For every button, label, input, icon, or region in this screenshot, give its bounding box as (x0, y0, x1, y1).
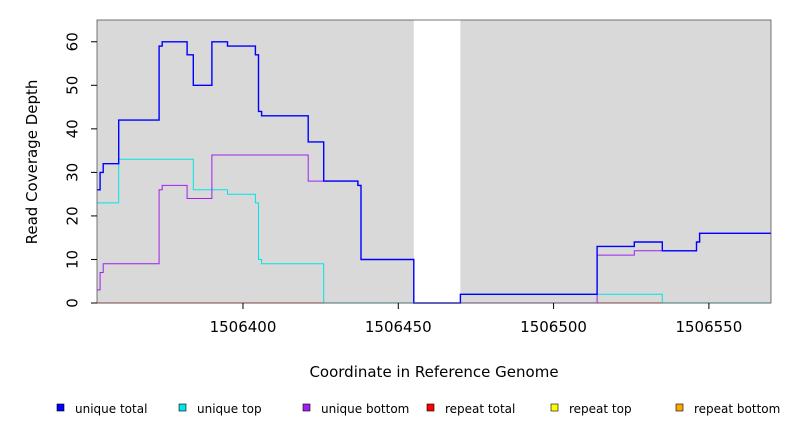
legend: unique total unique top unique bottom repea… (56, 402, 780, 416)
legend-swatch (550, 403, 559, 412)
y-tick-label: 0 (63, 298, 81, 308)
y-tick-label: 20 (63, 206, 81, 225)
plot-area (97, 20, 771, 303)
legend-swatch (178, 403, 187, 412)
legend-label: repeat bottom (694, 402, 780, 416)
y-axis-title: Read Coverage Depth (23, 80, 41, 245)
legend-swatch (675, 403, 684, 412)
x-tick-label: 1506450 (365, 318, 432, 336)
legend-label: repeat total (445, 402, 515, 416)
legend-label: repeat top (569, 402, 632, 416)
x-tick-label: 1506500 (520, 318, 587, 336)
y-tick-label: 50 (63, 76, 81, 95)
y-tick-label: 60 (63, 32, 81, 51)
legend-swatch (426, 403, 435, 412)
x-axis-title: Coordinate in Reference Genome (309, 363, 558, 381)
y-tick-label: 40 (63, 119, 81, 138)
legend-label: unique bottom (321, 402, 409, 416)
legend-label: unique top (197, 402, 262, 416)
x-tick-label: 1506400 (210, 318, 277, 336)
gap-region (413, 20, 461, 303)
legend-label: unique total (75, 402, 147, 416)
plot-frame (96, 19, 772, 304)
y-tick-label: 30 (63, 163, 81, 182)
y-tick-label: 10 (63, 250, 81, 269)
x-tick-label: 1506550 (675, 318, 742, 336)
axes: 0 10 20 30 40 50 60 1506400 1506450 1506500 150655… (63, 19, 772, 336)
legend-swatch (56, 403, 65, 412)
legend-swatch (302, 403, 311, 412)
series-line-unique-total (97, 41, 771, 304)
